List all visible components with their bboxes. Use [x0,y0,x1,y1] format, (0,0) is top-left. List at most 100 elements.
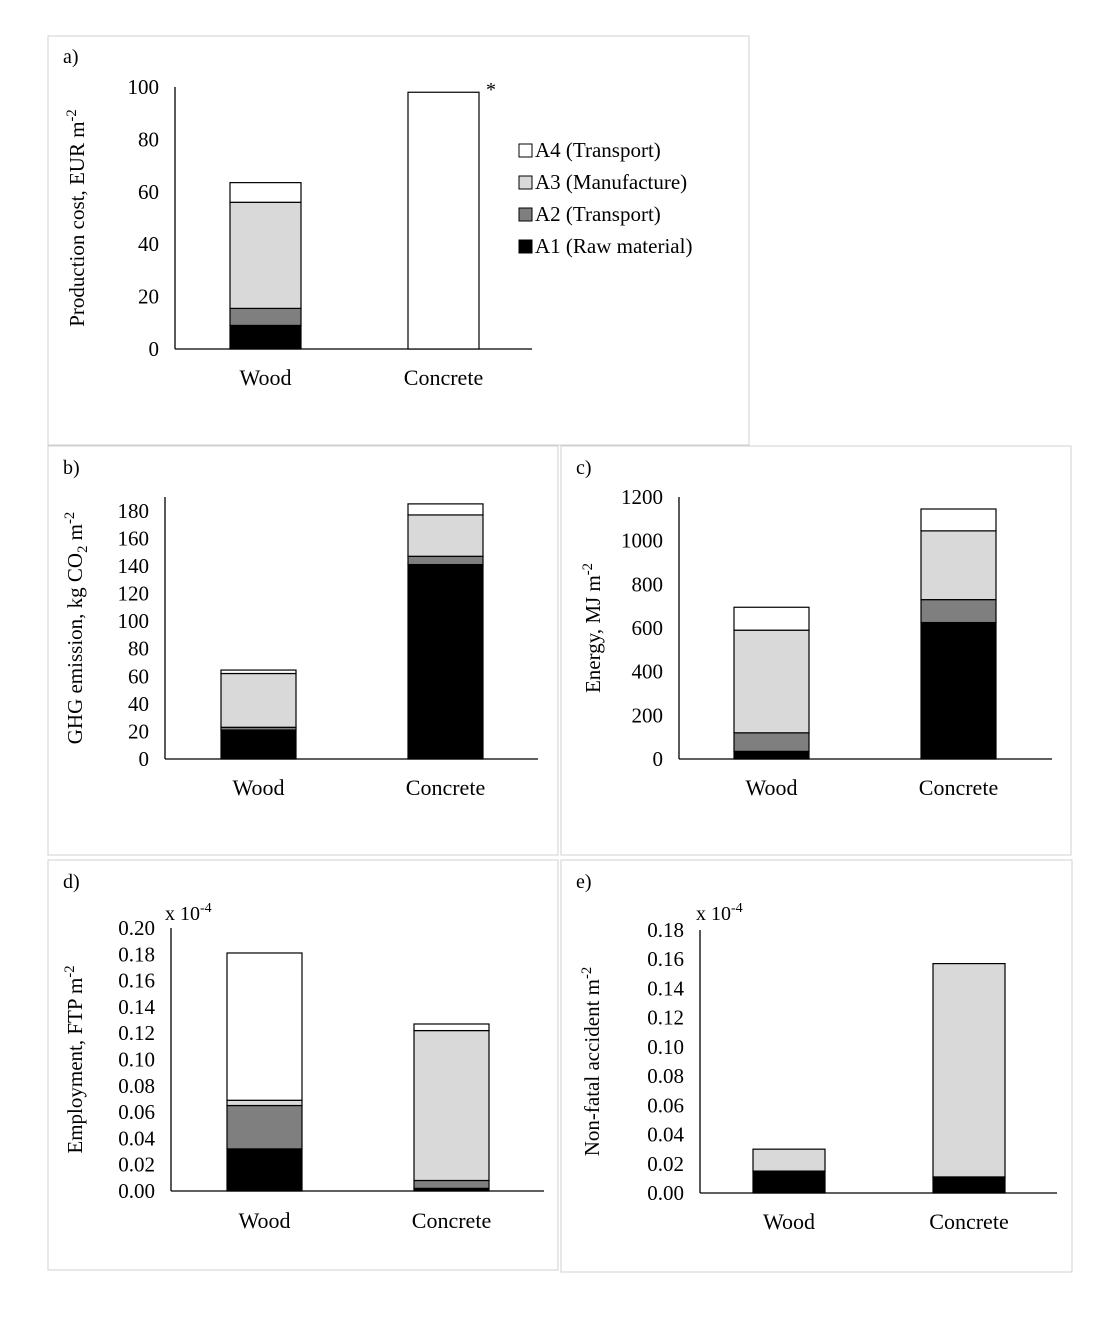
category-label: Concrete [919,775,998,800]
bar-segment-a2-concrete [407,555,484,566]
bar-segment-a1-wood [733,750,810,760]
legend-label: A3 (Manufacture) [535,170,687,194]
bar-segment-a1-wood [220,729,297,760]
panel-d-frame [47,859,559,1271]
y-tick-label: 0.10 [118,1048,155,1072]
y-tick-label: 0.06 [647,1093,684,1117]
y-tick-label: 0.16 [647,947,684,971]
y-tick-label: 0 [139,747,150,771]
y-tick-label: 60 [138,180,159,204]
y-tick-label: 100 [128,75,160,99]
bar-segment-a4-concrete [920,508,997,532]
y-tick-label: 1000 [621,529,663,553]
bar-segment-a1-concrete [920,621,997,760]
y-axis-label: Non-fatal accident m-2​ [579,967,604,1157]
bar-segment-a2-concrete [413,1179,490,1189]
y-tick-label: 0.04 [118,1126,155,1150]
category-label: Concrete [412,1208,491,1233]
y-tick-label: 0.10 [647,1035,684,1059]
y-tick-label: 60 [128,664,149,688]
category-label: Wood [239,365,291,390]
bar-segment-a3-concrete [413,1029,490,1182]
panel-e-frame [560,859,1073,1273]
panel-b: b) 0 20 40 60 80 100 120 140 160 180 GHG emission, … [62,457,538,800]
category-label: Wood [238,1208,290,1233]
y-tick-label: 400 [632,660,664,684]
panel-label: b) [63,457,80,479]
bar-segment-a2-concrete [920,599,997,624]
legend-swatch [518,239,533,254]
bar-segment-a1-concrete [932,1176,1006,1194]
y-axis-label: Energy, MJ m-2​ [580,563,605,693]
legend-swatch [518,207,533,222]
legend-label: A2 (Transport) [535,202,661,226]
y-tick-label: 600 [632,616,664,640]
bar-segment-a4-wood [733,606,810,631]
y-tick-label: 0.20 [118,916,155,940]
y-tick-label: 40 [128,692,149,716]
y-tick-label: 80 [138,127,159,151]
bar-segment-a4-concrete [413,1023,490,1032]
panel-e: e) 0.00 0.02 0.04 0.06 0.08 0.10 0.12 0.14 0.16 0.… [576,871,1057,1234]
bar-segment-a4-wood [229,182,302,203]
bar-segment-a1-wood [229,324,302,350]
category-label: Concrete [406,775,485,800]
bar-segment-a2-wood [733,732,810,752]
legend-label: A4 (Transport) [535,138,661,162]
panel-a: a) 0 20 40 60 80 100 Production cost, EUR m-2​ W… [63,46,532,390]
panel-a-frame [47,35,750,446]
panel-d: d) 0.000.02 0.040.060.080.10 0.120.140.16 0.… [62,871,544,1233]
bar-segment-a3-concrete [932,963,1006,1178]
y-tick-label: 0.00 [647,1181,684,1205]
y-tick-label: 100 [118,609,150,633]
y-axis-label: GHG emission, kg CO2​ m-2​ [62,512,91,745]
bar-segment-a3-wood [229,201,302,309]
legend-swatch [518,143,533,158]
y-tick-label: 0.00 [118,1179,155,1203]
y-tick-label: 200 [632,703,664,727]
bar-segment-a1-wood [226,1148,303,1192]
bar-segment-a4-concrete [407,91,480,350]
y-tick-label: 800 [632,572,664,596]
y-tick-label: 0.16 [118,969,155,993]
category-label: Concrete [929,1209,1008,1234]
annotation-asterisk: * [486,79,496,101]
y-tick-label: 0.08 [647,1064,684,1088]
axis-multiplier: x 10-4​ [696,901,743,925]
bar-segment-a4-concrete [407,503,484,516]
y-tick-label: 0.18 [647,918,684,942]
bar-segment-a3-wood [752,1148,826,1172]
y-tick-label: 0.12 [647,1006,684,1030]
bar-segment-a4-wood [220,669,297,675]
y-tick-label: 0.18 [118,942,155,966]
y-tick-label: 120 [118,582,150,606]
y-tick-label: 0.12 [118,1021,155,1045]
panel-c-frame [560,445,1072,856]
axis-multiplier: x 10-4​ [165,901,212,925]
category-label: Wood [232,775,284,800]
y-tick-label: 0 [149,337,160,361]
bar-segment-a2-wood [229,307,302,327]
bar-segment-a1-concrete [407,563,484,760]
y-tick-label: 0.08 [118,1074,155,1098]
panel-c: c) 0 200 400 600 800 1000 1200 Energy, MJ m-2​ Wo… [576,457,1052,800]
y-tick-label: 160 [118,526,150,550]
legend-swatch [518,175,533,190]
y-tick-label: 20 [138,285,159,309]
y-tick-label: 0.02 [647,1152,684,1176]
category-label: Wood [745,775,797,800]
y-tick-label: 0.14 [118,995,155,1019]
y-tick-label: 0.14 [647,976,684,1000]
y-tick-label: 0.04 [647,1123,684,1147]
y-tick-label: 80 [128,637,149,661]
legend-label: A1 (Raw material) [535,234,692,258]
bar-segment-a3-concrete [407,514,484,557]
bar-segment-a3-concrete [920,530,997,601]
legend: A4 (Transport) A3 (Manufacture) A2 (Transp… [518,138,692,258]
category-label: Concrete [404,365,483,390]
y-tick-label: 180 [118,499,150,523]
bar-segment-a1-wood [752,1170,826,1194]
bar-segment-a3-wood [220,672,297,728]
y-tick-label: 1200 [621,485,663,509]
